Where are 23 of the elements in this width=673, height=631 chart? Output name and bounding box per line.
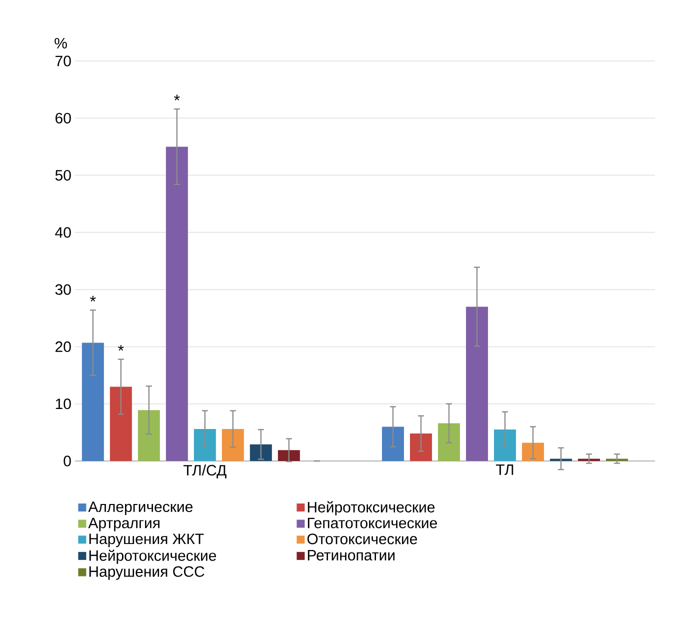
legend-label: Нейротоксические [308, 501, 435, 516]
x-tick-label: ТЛ/СД [184, 464, 226, 478]
legend-label: Аллергические [88, 502, 193, 516]
y-tick-label: 10 [56, 398, 71, 410]
y-tick-label: 50 [55, 170, 71, 181]
data-label: * [90, 296, 96, 302]
data-label: * [118, 345, 124, 351]
y-tick-label: 0 [64, 456, 71, 466]
y-tick-label: 40 [55, 227, 71, 238]
legend-label: Нарушения ЖКТ [89, 534, 204, 548]
y-tick-label: 70 [56, 56, 71, 66]
y-tick-label: 60 [56, 112, 71, 124]
y-tick-label: 20 [56, 341, 71, 352]
y-axis-title: % [54, 38, 67, 48]
legend-label: Артралгия [88, 518, 160, 532]
legend-label: Нарушения ССС [89, 566, 204, 580]
legend-label: Нейротоксические [89, 550, 216, 564]
data-label: * [174, 94, 180, 100]
y-tick-label: 30 [55, 284, 71, 295]
x-tick-label: ТЛ [496, 464, 514, 475]
legend-label: Гепатотоксические [308, 518, 437, 528]
legend-label: Ретинопатии [308, 550, 394, 560]
legend-label: Ототоксические [307, 534, 418, 544]
